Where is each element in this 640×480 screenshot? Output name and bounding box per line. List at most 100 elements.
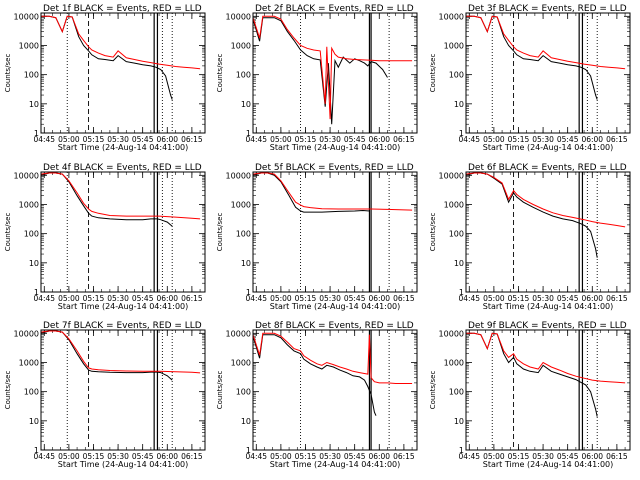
y-tick-label: 1000 (444, 358, 464, 367)
x-tick-label: 05:00 (270, 294, 292, 303)
x-tick-label: 04:45 (245, 135, 267, 144)
y-axis-label: Counts/sec (216, 213, 224, 252)
y-axis-label: Counts/sec (216, 371, 224, 410)
y-tick-label: 1 (459, 288, 464, 297)
x-axis-label: Start Time (24-Aug-14 04:41:00) (483, 143, 614, 152)
y-tick-label: 1000 (19, 358, 39, 367)
series-line-lld (253, 172, 413, 211)
x-tick-label: 06:00 (581, 135, 603, 144)
series-line-events (253, 17, 388, 125)
x-tick-label: 04:45 (245, 452, 267, 461)
y-tick-label: 1000 (444, 200, 464, 209)
series-group (41, 172, 201, 227)
y-tick-label: 10 (454, 417, 464, 426)
plot-frame (465, 12, 631, 134)
series-line-lld (466, 172, 626, 228)
chart-panel: Det 8f BLACK = Events, RED = LLD Counts/s… (216, 321, 418, 469)
x-axis-label: Start Time (24-Aug-14 04:41:00) (483, 302, 614, 311)
y-tick-label: 1 (246, 129, 251, 138)
chart-panel: Det 7f BLACK = Events, RED = LLD Counts/s… (4, 321, 206, 469)
x-tick-label: 06:15 (393, 135, 415, 144)
y-tick-label: 100 (236, 71, 251, 80)
x-tick-label: 05:00 (270, 452, 292, 461)
y-tick-label: 1000 (231, 41, 251, 50)
y-axis-label: Counts/sec (4, 213, 12, 252)
series-line-events (253, 334, 377, 416)
x-tick-label: 05:00 (270, 135, 292, 144)
x-tick-label: 06:15 (181, 452, 203, 461)
x-tick-label: 05:30 (319, 294, 341, 303)
y-axis-label: Counts/sec (429, 213, 437, 252)
series-group (466, 15, 626, 100)
chart-panel: Det 1f BLACK = Events, RED = LLD Counts/s… (4, 4, 206, 152)
plot-frame (465, 329, 631, 451)
x-tick-label: 05:00 (483, 135, 505, 144)
y-tick-label: 1 (34, 288, 39, 297)
chart-panel: Det 9f BLACK = Events, RED = LLD Counts/s… (429, 321, 631, 469)
x-tick-label: 06:15 (606, 294, 628, 303)
x-tick-label: 05:15 (83, 452, 105, 461)
series-line-lld (253, 332, 413, 384)
plot-frame (252, 329, 418, 451)
chart-title: Det 3f BLACK = Events, RED = LLD (468, 4, 627, 14)
series-group (466, 332, 626, 417)
x-tick-label: 05:15 (508, 452, 530, 461)
chart-title: Det 7f BLACK = Events, RED = LLD (43, 321, 202, 331)
series-group (253, 172, 413, 213)
x-tick-label: 04:45 (458, 294, 480, 303)
x-tick-label: 05:00 (58, 452, 80, 461)
series-line-events (466, 172, 598, 258)
chart-panel: Det 5f BLACK = Events, RED = LLD Counts/s… (216, 163, 418, 311)
x-tick-label: 04:45 (458, 135, 480, 144)
x-tick-label: 06:00 (581, 452, 603, 461)
y-tick-label: 1 (459, 129, 464, 138)
x-tick-label: 05:15 (508, 135, 530, 144)
y-tick-label: 10000 (14, 12, 39, 21)
y-tick-label: 1 (34, 446, 39, 455)
x-tick-label: 05:30 (532, 135, 554, 144)
y-tick-label: 100 (449, 388, 464, 397)
series-line-lld (253, 15, 413, 120)
x-tick-label: 06:00 (368, 452, 390, 461)
chart-panel: Det 3f BLACK = Events, RED = LLD Counts/s… (429, 4, 631, 152)
x-tick-label: 05:30 (532, 452, 554, 461)
plot-frame (252, 12, 418, 134)
chart-title: Det 5f BLACK = Events, RED = LLD (255, 163, 414, 173)
y-tick-label: 1000 (19, 200, 39, 209)
series-line-lld (41, 15, 201, 70)
y-tick-label: 10 (454, 259, 464, 268)
x-tick-label: 05:45 (132, 452, 154, 461)
y-tick-label: 10000 (14, 171, 39, 180)
series-group (253, 332, 413, 416)
y-tick-label: 100 (236, 230, 251, 239)
x-tick-label: 06:00 (581, 294, 603, 303)
x-tick-label: 06:15 (606, 452, 628, 461)
y-tick-label: 100 (24, 71, 39, 80)
y-tick-label: 10 (241, 100, 251, 109)
x-tick-label: 06:15 (606, 135, 628, 144)
y-tick-label: 1000 (231, 358, 251, 367)
x-tick-label: 05:15 (83, 135, 105, 144)
series-line-events (253, 172, 370, 213)
x-tick-label: 05:15 (508, 294, 530, 303)
series-line-events (41, 330, 173, 381)
series-group (253, 15, 413, 125)
y-tick-label: 1 (246, 288, 251, 297)
x-axis-label: Start Time (24-Aug-14 04:41:00) (58, 302, 189, 311)
y-tick-label: 10000 (226, 329, 251, 338)
x-tick-label: 04:45 (33, 294, 55, 303)
x-tick-label: 05:00 (483, 294, 505, 303)
chart-title: Det 6f BLACK = Events, RED = LLD (468, 163, 627, 173)
x-tick-label: 05:15 (295, 135, 317, 144)
series-group (41, 15, 201, 100)
chart-panel: Det 4f BLACK = Events, RED = LLD Counts/s… (4, 163, 206, 311)
x-tick-label: 05:45 (557, 135, 579, 144)
x-tick-label: 06:00 (368, 135, 390, 144)
series-line-lld (41, 172, 201, 220)
x-tick-label: 05:30 (319, 452, 341, 461)
plot-frame (40, 171, 206, 293)
y-tick-label: 100 (24, 388, 39, 397)
chart-title: Det 9f BLACK = Events, RED = LLD (468, 321, 627, 331)
x-tick-label: 05:45 (344, 135, 366, 144)
x-tick-label: 05:30 (107, 135, 129, 144)
